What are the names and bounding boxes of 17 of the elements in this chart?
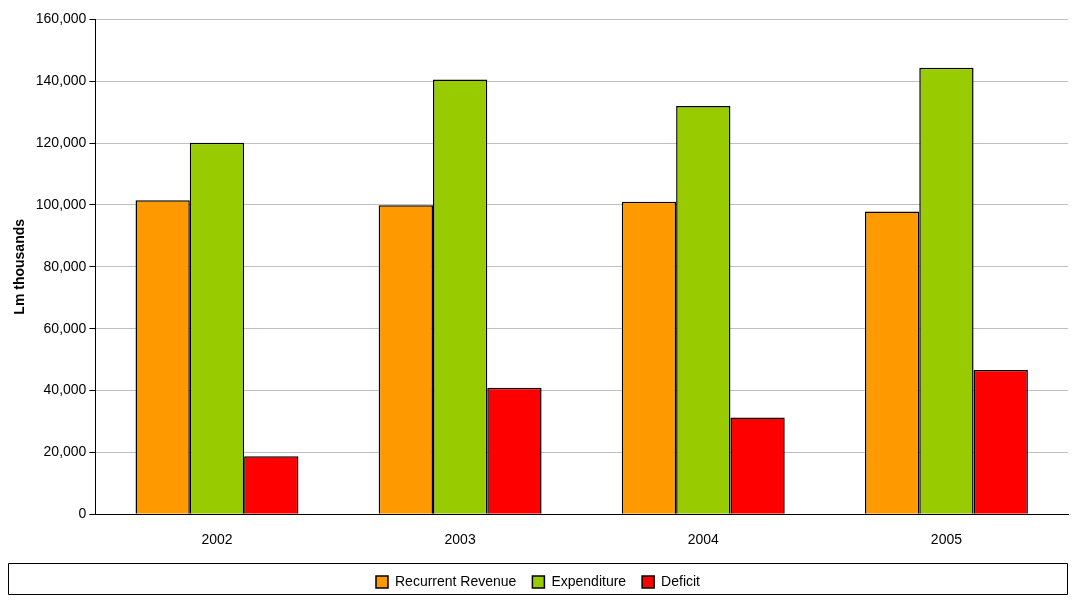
y-tick-label: 140,000: [35, 72, 87, 89]
legend-label: Expenditure: [551, 572, 627, 589]
x-tick-label: 2005: [930, 531, 963, 548]
y-tick-label: 160,000: [35, 10, 87, 27]
x-tick-label: 2004: [687, 531, 720, 548]
legend-label: Recurrent Revenue: [394, 572, 517, 589]
y-tick-label: 60,000: [43, 319, 87, 336]
y-tick-label: 80,000: [43, 257, 87, 274]
legend-label: Deficit: [661, 572, 701, 589]
y-tick-label: 100,000: [35, 195, 87, 212]
x-tick-label: 2003: [444, 531, 476, 548]
y-tick-label: 40,000: [43, 381, 87, 398]
y-axis-title: Lm thousands: [11, 218, 28, 315]
y-tick-label: 20,000: [43, 443, 87, 460]
y-tick-label: 120,000: [35, 133, 87, 150]
y-tick-label: 0: [78, 505, 87, 522]
x-tick-label: 2002: [201, 531, 233, 548]
